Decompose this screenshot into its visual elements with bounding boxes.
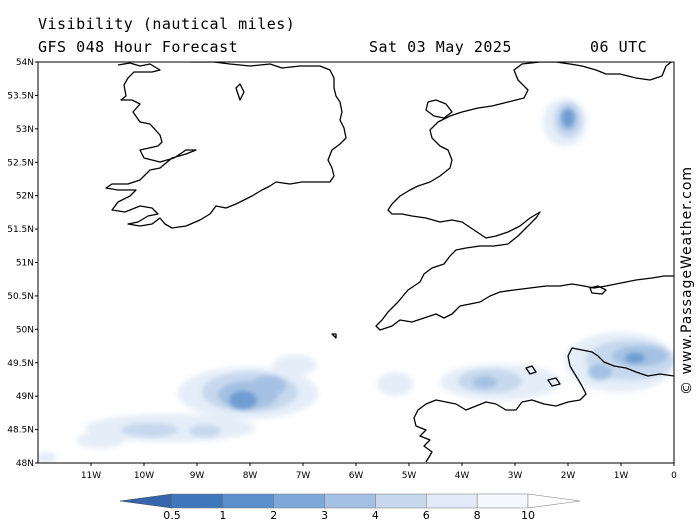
legend-low-arrow	[119, 493, 173, 509]
visibility-shading	[38, 98, 674, 463]
lon-tick-label: 8W	[243, 471, 258, 481]
forecast-model-label: GFS 048 Hour Forecast	[38, 38, 239, 56]
lat-tick-label: 50N	[16, 325, 34, 335]
legend-high-arrow	[527, 493, 581, 509]
britain-coastline	[375, 62, 674, 331]
visibility-legend: 0.5 1 2 3 4 6 8 10	[119, 493, 581, 522]
lat-tick-label: 50.5N	[7, 292, 34, 302]
lat-tick-label: 53N	[16, 125, 34, 135]
forecast-date: Sat 03 May 2025	[369, 38, 512, 56]
lat-tick-label: 49.5N	[7, 359, 34, 369]
legend-color-swatch	[324, 493, 376, 509]
lat-tick-label: 51N	[16, 259, 34, 269]
lon-tick-label: 6W	[349, 471, 364, 481]
coastlines	[105, 62, 674, 463]
legend-value-label: 8	[474, 509, 481, 522]
lat-tick-label: 53.5N	[7, 91, 34, 101]
legend-color-swatch	[476, 493, 529, 509]
legend-value-label: 0.5	[163, 509, 181, 522]
legend-color-swatch	[273, 493, 325, 509]
legend-value-label: 3	[321, 509, 328, 522]
legend-color-swatch	[171, 493, 224, 509]
latitude-axis: 54N 53.5N 53N 52.5N 52N 51.5N 51N 50.5N 50N 49.5N…	[7, 58, 38, 469]
longitude-axis: 11W 10W 9W 8W 7W 6W 5W 4W 3W 2W 1W 0	[81, 463, 677, 481]
chart-title: Visibility (nautical miles)	[38, 15, 296, 33]
lon-tick-label: 1W	[614, 471, 629, 481]
website-credit: © www.PassageWeather.com	[679, 165, 695, 395]
isle-of-wight-coastline	[589, 285, 607, 295]
legend-color-swatch	[426, 493, 478, 509]
lon-tick-label: 10W	[134, 471, 154, 481]
lon-tick-label: 11W	[81, 471, 101, 481]
lat-tick-label: 48N	[16, 459, 34, 469]
legend-color-swatch	[222, 493, 274, 509]
lon-tick-label: 5W	[402, 471, 417, 481]
channel-island-jersey	[547, 377, 561, 387]
lat-tick-label: 54N	[16, 58, 34, 68]
lat-tick-label: 48.5N	[7, 426, 34, 436]
ireland-coastline	[105, 62, 347, 229]
legend-value-label: 6	[423, 509, 430, 522]
lat-tick-label: 52N	[16, 192, 34, 202]
lon-tick-label: 7W	[296, 471, 311, 481]
channel-island-guernsey	[525, 365, 537, 375]
lon-tick-label: 0	[671, 471, 677, 481]
legend-value-label: 1	[219, 509, 226, 522]
france-coastline	[413, 347, 674, 463]
lon-tick-label: 9W	[190, 471, 205, 481]
lat-tick-label: 51.5N	[7, 225, 34, 235]
scilly-isles	[331, 333, 337, 339]
forecast-time: 06 UTC	[590, 38, 648, 56]
legend-value-label: 4	[372, 509, 379, 522]
lat-tick-label: 52.5N	[7, 158, 34, 168]
lon-tick-label: 3W	[508, 471, 523, 481]
anglesey-coastline	[425, 99, 453, 119]
lon-tick-label: 2W	[561, 471, 576, 481]
lat-tick-label: 49N	[16, 392, 34, 402]
lon-tick-label: 4W	[455, 471, 470, 481]
legend-color-swatch	[375, 493, 427, 509]
legend-value-label: 10	[521, 509, 535, 522]
irish-sea-island	[235, 83, 245, 101]
legend-value-label: 2	[270, 509, 277, 522]
